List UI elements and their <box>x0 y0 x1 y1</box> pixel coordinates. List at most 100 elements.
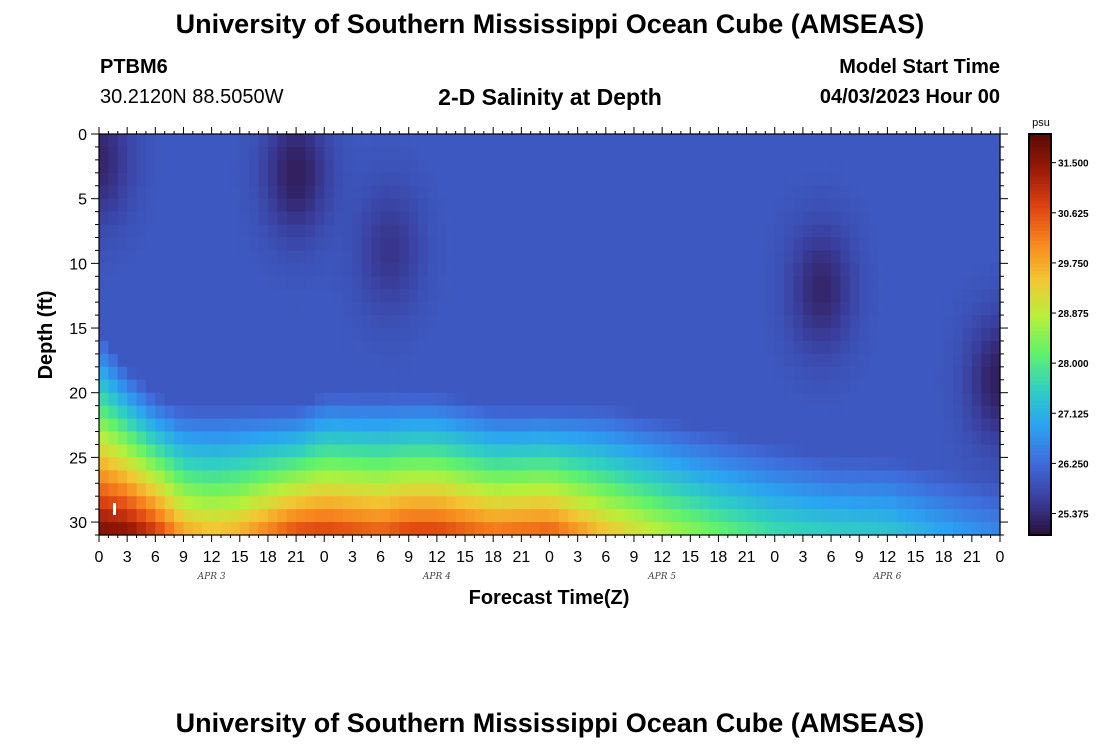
heatmap-cell <box>117 211 128 226</box>
x-tick-label: 0 <box>320 549 329 566</box>
heatmap-cell <box>709 263 720 277</box>
heatmap-cell <box>737 302 748 316</box>
heatmap-cell <box>155 431 166 446</box>
heatmap-cell <box>709 134 720 148</box>
heatmap-cell <box>549 198 560 213</box>
heatmap-cell <box>427 483 438 497</box>
heatmap-cell <box>765 172 776 187</box>
heatmap-cell <box>418 418 429 433</box>
heatmap-cell <box>436 470 447 484</box>
heatmap-cell <box>296 185 307 200</box>
heatmap-cell <box>174 263 185 277</box>
heatmap-cell <box>305 289 316 303</box>
heatmap-cell <box>709 146 720 161</box>
heatmap-cell <box>671 315 682 329</box>
heatmap-cell <box>746 379 757 394</box>
heatmap-cell <box>277 302 288 316</box>
heatmap-cell <box>540 237 551 252</box>
heatmap-cell <box>455 379 466 394</box>
heatmap-cell <box>183 198 194 213</box>
colorbar-tick-label: 27.125 <box>1058 409 1089 420</box>
heatmap-cell <box>408 263 419 277</box>
heatmap-cell <box>849 431 860 446</box>
heatmap-cell <box>624 289 635 303</box>
heatmap-cell <box>587 276 598 290</box>
heatmap-cell <box>418 366 429 381</box>
heatmap-cell <box>755 263 766 277</box>
heatmap-cell <box>436 134 447 148</box>
heatmap-cell <box>286 340 297 355</box>
heatmap-cell <box>436 172 447 187</box>
heatmap-cell <box>465 263 476 277</box>
heatmap-cell <box>352 198 363 213</box>
heatmap-cell <box>427 340 438 355</box>
heatmap-cell <box>221 522 231 536</box>
heatmap-cell <box>802 353 813 368</box>
heatmap-cell <box>812 328 823 342</box>
heatmap-cell <box>868 146 879 161</box>
heatmap-cell <box>605 392 616 407</box>
heatmap-cell <box>840 159 851 174</box>
heatmap-cell <box>164 470 175 484</box>
heatmap-cell <box>859 237 870 252</box>
heatmap-cell <box>427 172 438 187</box>
heatmap-cell <box>802 431 813 446</box>
heatmap-cell <box>624 328 635 342</box>
colorbar-segment <box>1029 321 1051 326</box>
heatmap-cell <box>136 237 147 252</box>
heatmap-cell <box>821 392 832 407</box>
heatmap-cell <box>784 457 795 471</box>
heatmap-cell <box>793 392 804 407</box>
heatmap-cell <box>127 146 138 161</box>
heatmap-cell <box>183 134 194 148</box>
heatmap-cell <box>221 509 231 523</box>
heatmap-cell <box>549 224 560 239</box>
heatmap-cell <box>164 276 175 290</box>
heatmap-cell <box>887 159 898 174</box>
heatmap-cell <box>802 211 813 226</box>
heatmap-cell <box>596 418 607 433</box>
heatmap-cell <box>258 315 269 329</box>
colorbar-tick-label: 26.250 <box>1058 459 1089 470</box>
heatmap-cell <box>915 276 926 290</box>
heatmap-cell <box>530 146 541 161</box>
heatmap-cell <box>511 405 522 420</box>
heatmap-cell <box>540 509 551 523</box>
heatmap-cell <box>239 418 250 433</box>
heatmap-cell <box>230 340 241 355</box>
heatmap-cell <box>699 366 710 381</box>
heatmap-cell <box>596 276 607 290</box>
heatmap-cell <box>511 470 522 484</box>
heatmap-cell <box>230 522 241 536</box>
heatmap-cell <box>145 211 156 226</box>
heatmap-cell <box>333 250 344 264</box>
heatmap-cell <box>502 483 513 497</box>
heatmap-cell <box>615 198 626 213</box>
colorbar-segment <box>1029 448 1051 453</box>
heatmap-cell <box>877 250 888 264</box>
heatmap-cell <box>755 340 766 355</box>
heatmap-cell <box>343 237 354 252</box>
heatmap-cell <box>371 366 382 381</box>
heatmap-cell <box>455 172 466 187</box>
heatmap-cell <box>737 276 748 290</box>
heatmap-cell <box>202 276 213 290</box>
heatmap-cell <box>896 328 907 342</box>
heatmap-cell <box>483 353 494 368</box>
heatmap-cell <box>549 366 560 381</box>
heatmap-cell <box>174 496 185 510</box>
x-tick-label: 15 <box>681 549 699 566</box>
heatmap-cell <box>868 483 879 497</box>
heatmap-cell <box>765 509 776 523</box>
heatmap-cell <box>643 276 654 290</box>
heatmap-cell <box>793 198 804 213</box>
heatmap-cell <box>277 379 288 394</box>
heatmap-cell <box>652 353 663 368</box>
date-label: APR 6 <box>872 572 901 582</box>
heatmap-cell <box>286 392 297 407</box>
colorbar-segment <box>1029 190 1051 195</box>
heatmap-cell <box>877 457 888 471</box>
heatmap-cell <box>699 328 710 342</box>
heatmap-cell <box>915 496 926 510</box>
heatmap-cell <box>465 366 476 381</box>
